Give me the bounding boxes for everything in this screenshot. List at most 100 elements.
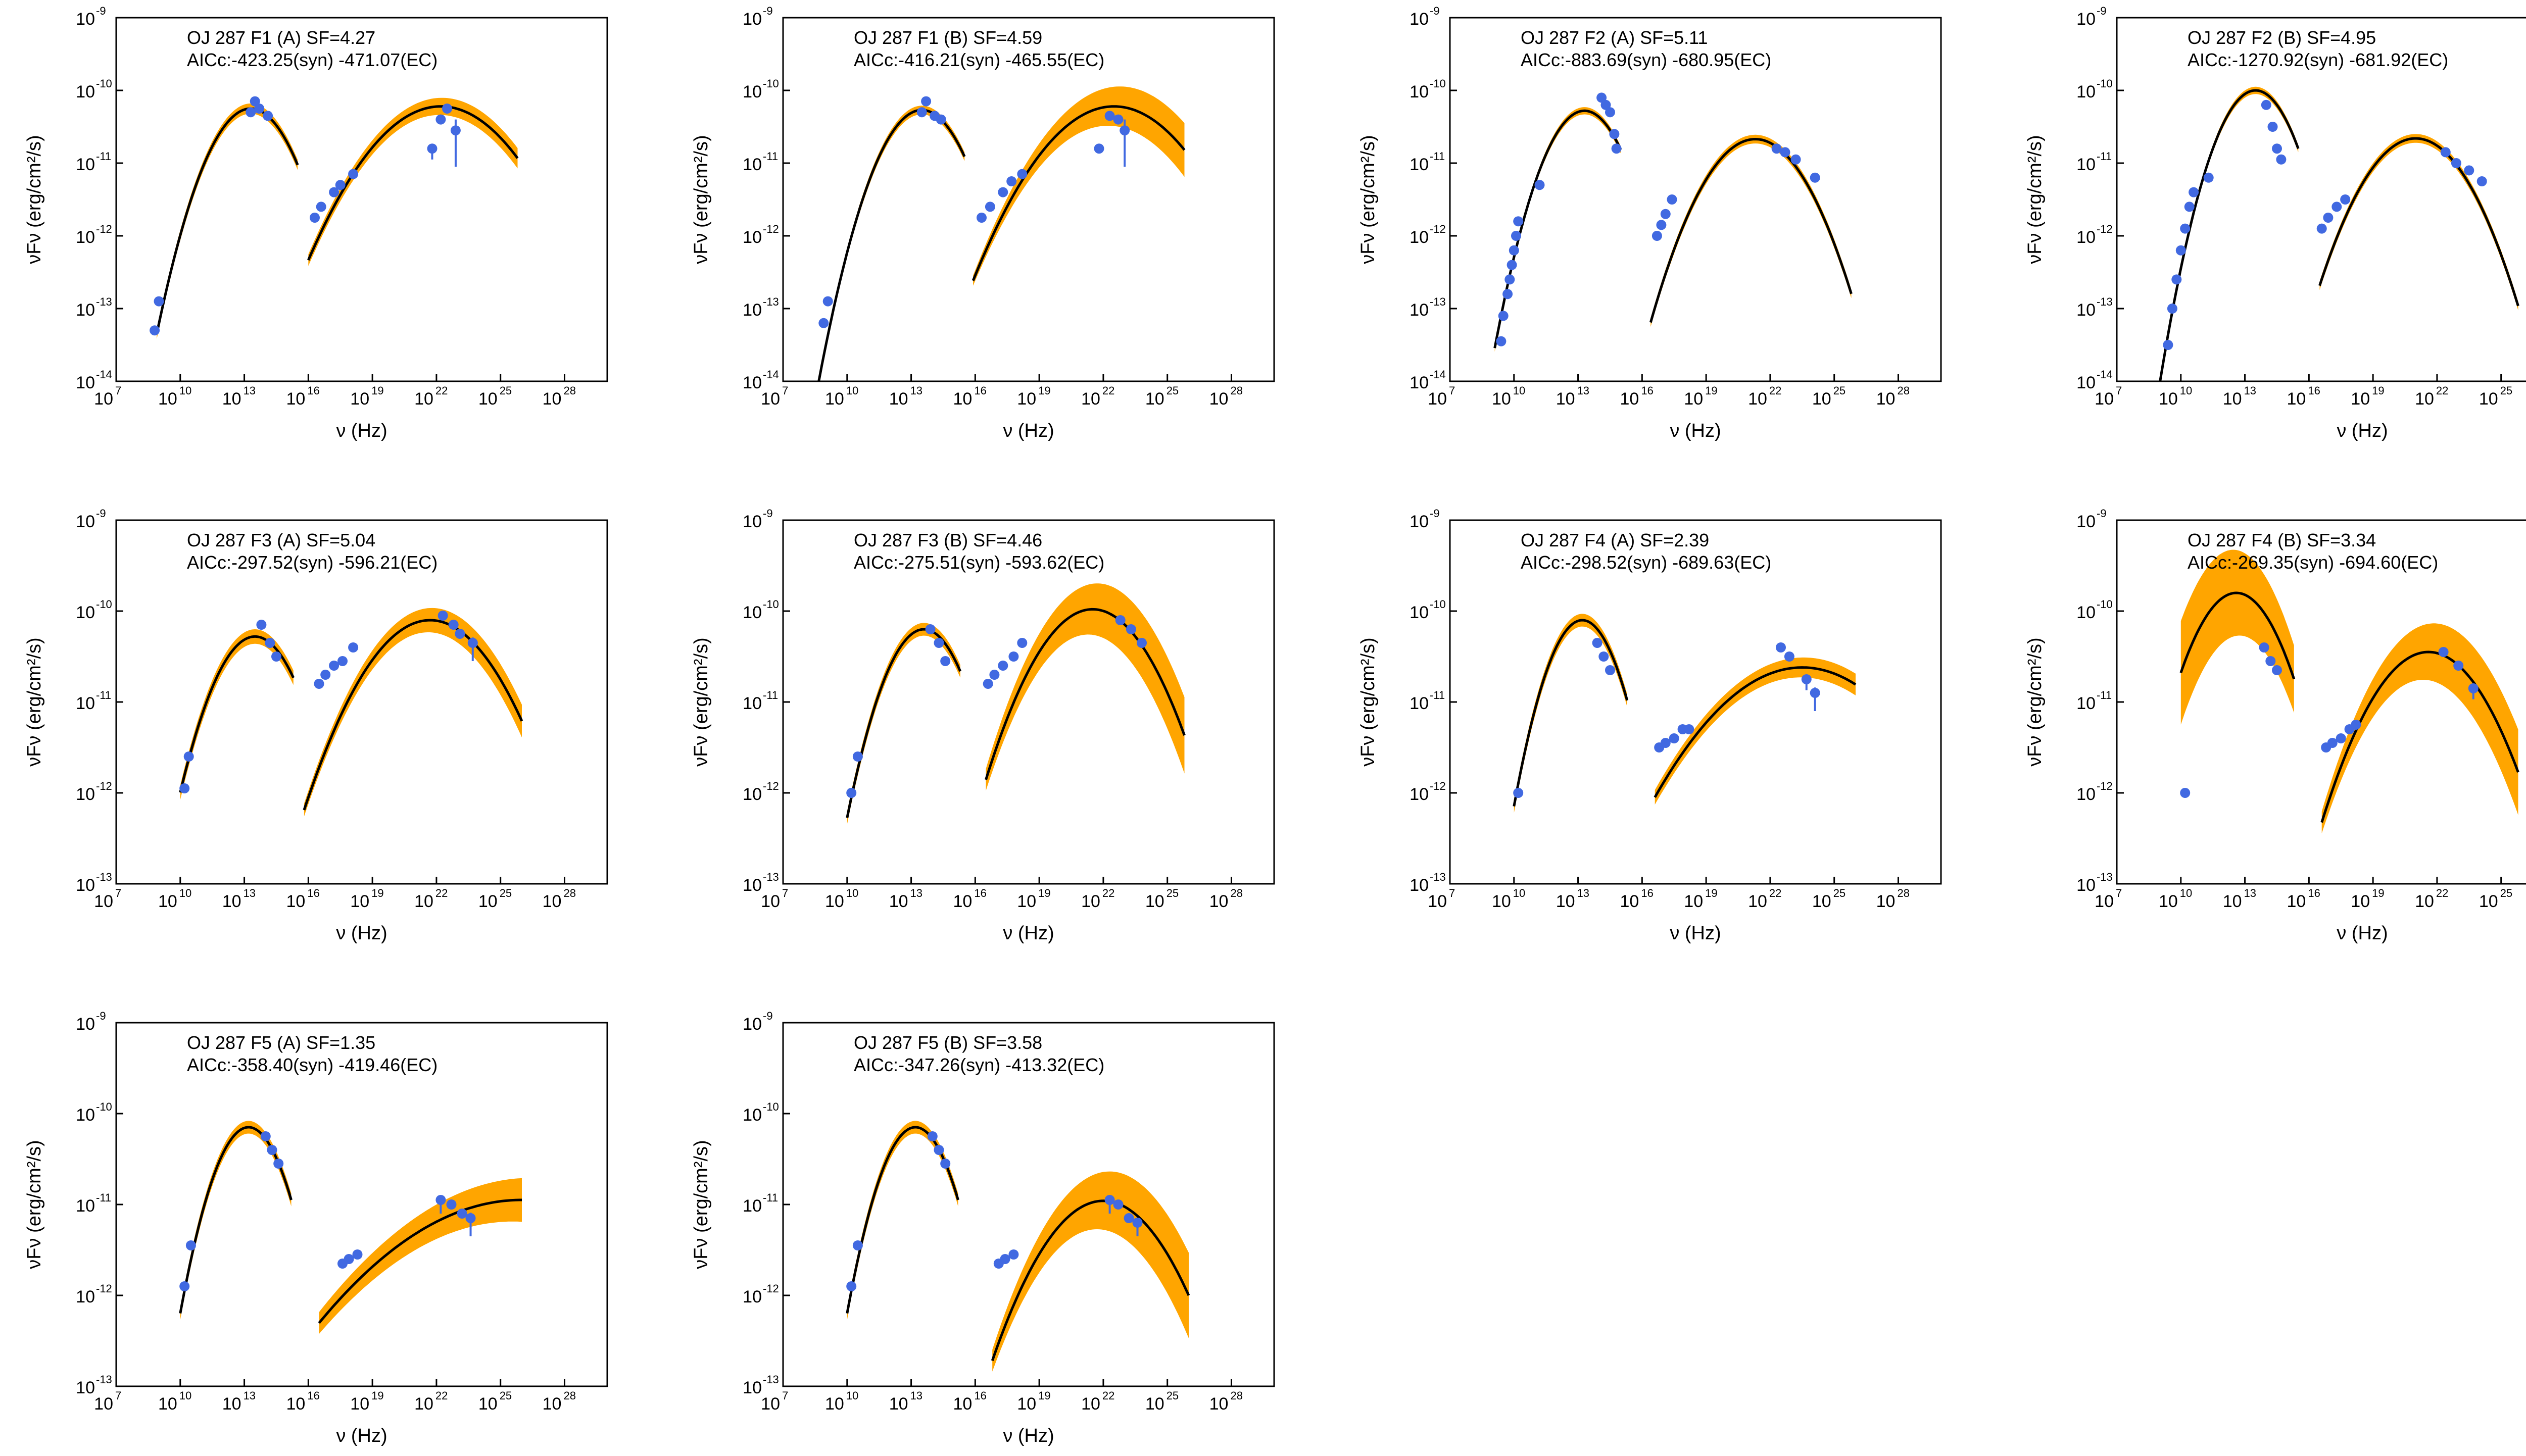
data-point	[2265, 656, 2276, 666]
data-point	[1513, 216, 1524, 227]
x-tick-exponent: 16	[307, 384, 319, 397]
data-point	[185, 1240, 196, 1250]
data-point	[352, 1249, 363, 1260]
y-tick-label: 10	[743, 1106, 762, 1125]
y-tick-label: 10	[76, 603, 95, 622]
x-axis-label: ν (Hz)	[336, 923, 387, 944]
synchrotron-uncertainty-band	[2180, 549, 2294, 725]
x-tick-exponent: 13	[1577, 384, 1589, 397]
panel-subtitle: AICc:-297.52(syn) -596.21(EC)	[187, 552, 438, 573]
data-point	[435, 114, 446, 125]
x-tick-exponent: 7	[115, 1389, 121, 1402]
y-axis-label: νFν (erg/cm²/s)	[24, 135, 45, 264]
data-point	[2163, 340, 2173, 350]
data-point	[2351, 720, 2361, 730]
data-point	[1104, 111, 1115, 121]
x-tick-label: 10	[1145, 1394, 1164, 1414]
panel-subtitle: AICc:-423.25(syn) -471.07(EC)	[187, 49, 438, 70]
data-point	[846, 1281, 857, 1291]
data-point	[2189, 187, 2199, 197]
x-tick-exponent: 13	[910, 384, 922, 397]
y-tick-label: 10	[76, 785, 95, 804]
data-point	[467, 638, 478, 648]
x-tick-exponent: 19	[1705, 887, 1717, 899]
inverse-compton-model-curve	[971, 105, 1186, 281]
synchrotron-model-curve	[155, 107, 299, 334]
x-tick-label: 10	[1556, 389, 1575, 409]
data-point	[2323, 213, 2334, 223]
inverse-compton-uncertainty-band	[308, 97, 518, 266]
plot-area	[179, 1121, 522, 1334]
data-point	[1498, 311, 1509, 321]
y-tick-exponent: -10	[2097, 77, 2113, 90]
x-tick-exponent: 7	[782, 384, 788, 397]
data-point	[1509, 245, 1519, 256]
data-point	[183, 751, 194, 762]
y-tick-exponent: -14	[763, 368, 779, 381]
data-point	[1609, 129, 1620, 139]
data-point	[2167, 304, 2177, 314]
x-tick-exponent: 28	[1230, 1389, 1242, 1402]
data-point	[818, 318, 829, 328]
y-tick-exponent: -12	[2097, 223, 2113, 235]
x-tick-exponent: 19	[1038, 384, 1050, 397]
panel-title: OJ 287 F1 (A) SF=4.27	[187, 27, 375, 48]
data-point	[2336, 733, 2346, 743]
y-tick-label: 10	[2076, 876, 2096, 895]
y-tick-exponent: -11	[763, 150, 778, 163]
x-tick-exponent: 7	[782, 1389, 788, 1402]
x-tick-exponent: 19	[1705, 384, 1717, 397]
axes-frame	[115, 1022, 608, 1387]
x-tick-exponent: 22	[1102, 887, 1114, 899]
x-tick-exponent: 22	[2436, 887, 2448, 899]
x-tick-label: 10	[825, 892, 844, 911]
data-point	[2180, 788, 2191, 798]
synchrotron-model-curve	[1493, 109, 1622, 348]
data-point	[1504, 274, 1515, 285]
synchrotron-uncertainty-band	[1514, 614, 1627, 813]
x-tick-label: 10	[2287, 389, 2306, 409]
x-tick-label: 10	[2479, 892, 2498, 911]
y-tick-label: 10	[743, 373, 762, 392]
y-tick-exponent: -12	[2097, 780, 2113, 792]
data-point	[916, 107, 927, 118]
x-tick-label: 10	[2287, 892, 2306, 911]
y-tick-exponent: -11	[1430, 689, 1445, 701]
data-point	[1132, 1218, 1143, 1228]
y-tick-label: 10	[2076, 82, 2096, 102]
x-tick-exponent: 28	[1897, 384, 1909, 397]
x-tick-exponent: 25	[1167, 1389, 1179, 1402]
x-tick-label: 10	[953, 389, 973, 409]
data-point	[985, 202, 995, 212]
data-point	[448, 620, 459, 630]
data-point	[2175, 245, 2186, 256]
data-point	[1600, 99, 1611, 110]
inverse-compton-uncertainty-band	[1655, 657, 1856, 805]
x-axis-label: ν (Hz)	[336, 420, 387, 441]
data-point	[1113, 114, 1124, 125]
data-point	[246, 107, 256, 118]
y-tick-exponent: -11	[2097, 150, 2112, 163]
x-axis-label: ν (Hz)	[1003, 420, 1054, 441]
x-tick-label: 10	[2351, 892, 2370, 911]
data-point	[329, 661, 339, 671]
data-point	[329, 187, 339, 197]
data-point	[934, 1145, 944, 1155]
y-tick-label: 10	[2076, 512, 2096, 531]
data-point	[2438, 647, 2449, 657]
data-point	[936, 114, 946, 125]
x-tick-label: 10	[2159, 892, 2178, 911]
x-tick-exponent: 19	[2372, 887, 2384, 899]
x-tick-label: 10	[2095, 389, 2114, 409]
data-point	[1017, 169, 1028, 179]
data-point	[2261, 99, 2271, 110]
y-tick-label: 10	[76, 228, 95, 247]
y-tick-exponent: -13	[1430, 295, 1446, 308]
data-point	[1115, 615, 1126, 625]
x-tick-label: 10	[1017, 1394, 1036, 1414]
x-tick-exponent: 7	[115, 887, 121, 899]
data-point	[1008, 1249, 1019, 1260]
x-tick-label: 10	[2479, 389, 2498, 409]
